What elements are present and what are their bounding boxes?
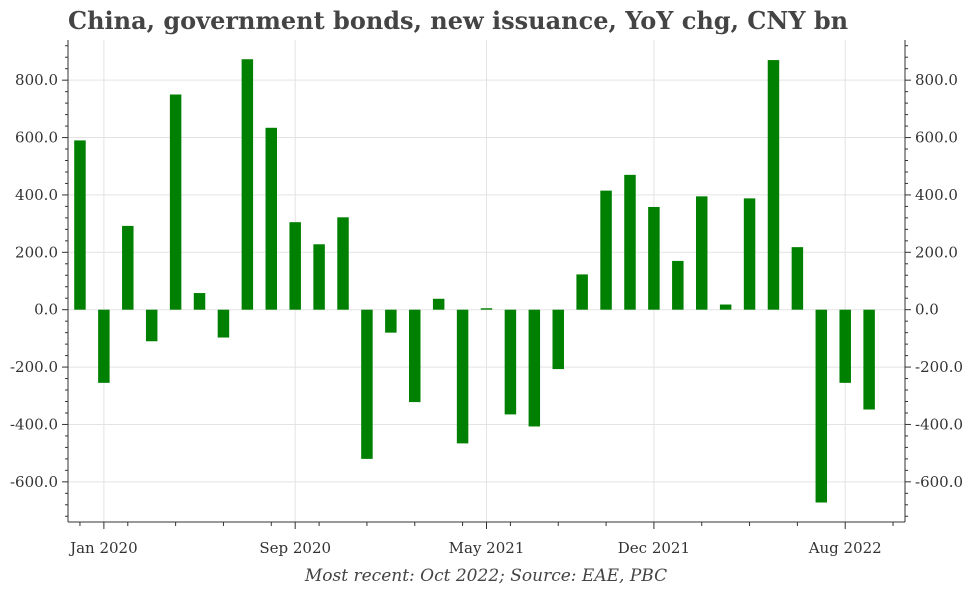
bar xyxy=(839,309,851,383)
axes xyxy=(62,40,911,529)
bar xyxy=(528,309,541,427)
y-tick-label-right: 200.0 xyxy=(915,243,958,261)
bar xyxy=(624,174,636,310)
x-tick-label: May 2021 xyxy=(449,539,525,557)
x-tick-label: Jan 2020 xyxy=(68,539,138,557)
bar xyxy=(74,140,86,310)
chart-footer: Most recent: Oct 2022; Source: EAE, PBC xyxy=(304,566,668,586)
bar xyxy=(672,260,684,310)
bar xyxy=(193,293,206,310)
bar-series xyxy=(74,59,875,503)
x-tick-label: Sep 2020 xyxy=(259,539,331,557)
y-tick-label-right: 600.0 xyxy=(915,129,958,147)
x-tick-label: Dec 2021 xyxy=(618,539,690,557)
bar xyxy=(456,309,469,444)
chart-title: China, government bonds, new issuance, Y… xyxy=(68,6,849,35)
bar xyxy=(504,309,517,415)
bar xyxy=(695,196,708,310)
y-tick-label-left: -200.0 xyxy=(10,358,58,376)
bar xyxy=(313,244,325,310)
bar xyxy=(217,309,230,338)
grid-lines xyxy=(68,40,905,522)
bar xyxy=(767,60,780,310)
bar xyxy=(241,59,254,310)
bar xyxy=(552,309,564,370)
y-tick-label-left: 200.0 xyxy=(15,243,58,261)
bar xyxy=(361,309,373,459)
bar xyxy=(169,94,182,310)
bar xyxy=(432,298,445,310)
bar xyxy=(600,190,612,310)
bar xyxy=(122,225,134,310)
y-tick-label-right: 0.0 xyxy=(915,301,939,319)
bar xyxy=(743,198,756,310)
bar xyxy=(145,309,158,342)
y-tick-label-left: -600.0 xyxy=(10,473,58,491)
bar xyxy=(409,309,421,403)
bar xyxy=(289,222,301,310)
y-tick-label-left: 400.0 xyxy=(15,186,58,204)
bar xyxy=(265,127,278,310)
y-tick-label-right: 400.0 xyxy=(915,186,958,204)
y-tick-label-right: -200.0 xyxy=(915,358,963,376)
bar xyxy=(791,247,804,310)
x-tick-label: Aug 2022 xyxy=(808,539,882,557)
bar xyxy=(863,309,875,410)
y-tick-label-left: 0.0 xyxy=(34,301,58,319)
y-tick-label-right: -400.0 xyxy=(915,415,963,433)
y-tick-label-right: -600.0 xyxy=(915,473,963,491)
bar xyxy=(480,308,493,310)
bar xyxy=(719,304,732,310)
bar xyxy=(815,309,828,503)
bar xyxy=(385,309,397,333)
y-tick-label-left: 600.0 xyxy=(15,129,58,147)
y-tick-label-right: 800.0 xyxy=(915,71,958,89)
bar xyxy=(576,274,588,310)
bar xyxy=(648,206,660,310)
tick-labels: -600.0 -600.0 -400.0 -400.0 -200.0 -200.0 0.0 0… xyxy=(10,71,963,557)
bar xyxy=(337,217,349,310)
bar xyxy=(98,309,110,383)
y-tick-label-left: -400.0 xyxy=(10,415,58,433)
y-tick-label-left: 800.0 xyxy=(15,71,58,89)
